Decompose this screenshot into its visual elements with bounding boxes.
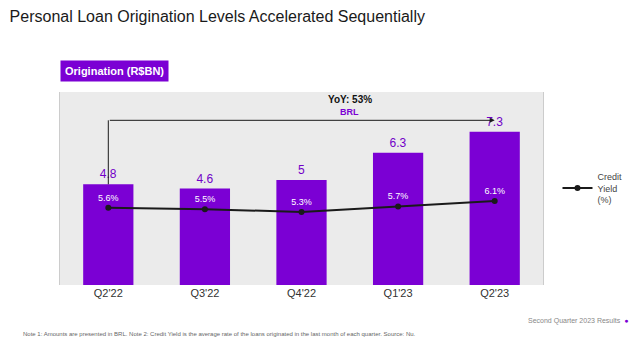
svg-text:4.6: 4.6 [196,172,213,186]
svg-text:Q3'22: Q3'22 [190,287,219,299]
svg-text:Q4'22: Q4'22 [287,287,316,299]
svg-text:Origination (R$BN): Origination (R$BN) [65,65,164,77]
svg-text:Second Quarter 2023 Results ●: Second Quarter 2023 Results ● [528,317,628,325]
svg-text:Q2'23: Q2'23 [480,287,509,299]
svg-text:BRL: BRL [340,107,359,117]
svg-text:5.5%: 5.5% [195,194,216,204]
svg-text:5: 5 [298,163,305,177]
svg-text:4.8: 4.8 [100,167,117,181]
svg-text:Q1'23: Q1'23 [384,287,413,299]
svg-text:Personal Loan Origination Leve: Personal Loan Origination Levels Acceler… [10,8,425,25]
svg-text:YoY: 53%: YoY: 53% [328,94,372,105]
svg-text:6.3: 6.3 [390,136,407,150]
svg-text:Note 1: Amounts are presented: Note 1: Amounts are presented in BRL. No… [23,331,416,337]
svg-text:5.6%: 5.6% [98,193,119,203]
svg-text:6.1%: 6.1% [484,186,505,196]
svg-text:Q2'22: Q2'22 [94,287,123,299]
svg-text:5.7%: 5.7% [388,191,409,201]
svg-text:7.3: 7.3 [486,115,503,129]
svg-text:CreditYield(%): CreditYield(%) [597,172,622,205]
svg-text:5.3%: 5.3% [291,197,312,207]
